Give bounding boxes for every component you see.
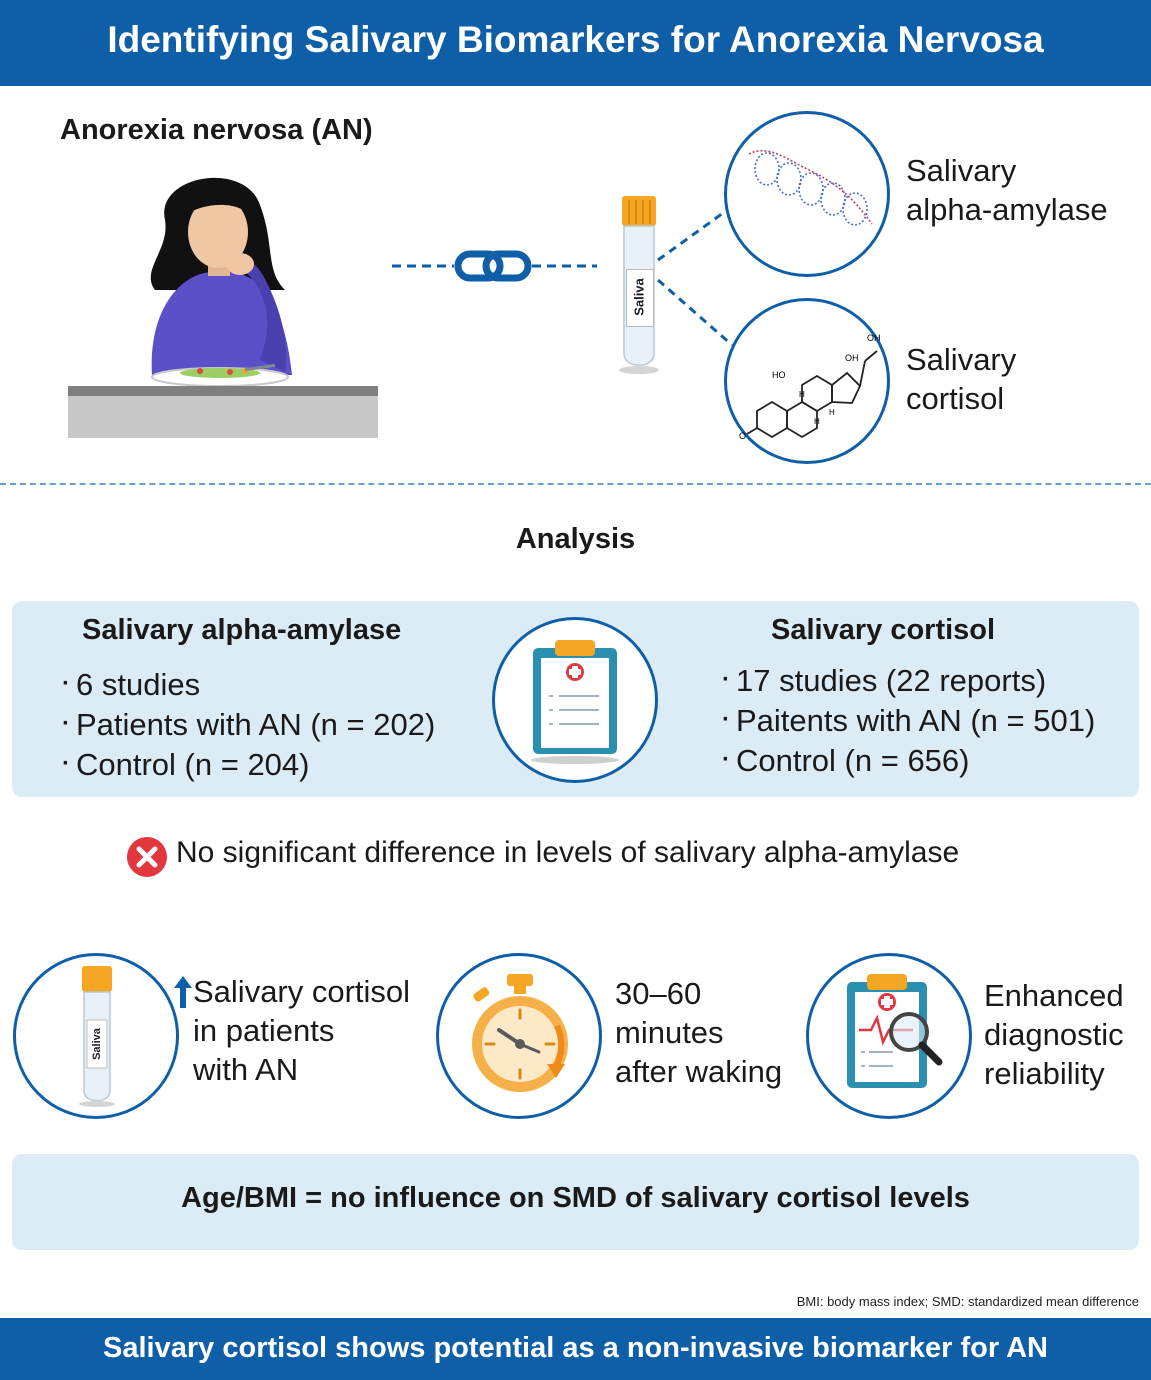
mol-label-0: HO <box>772 370 786 380</box>
amylase-label: Salivary alpha-amylase <box>906 151 1108 229</box>
up-arrow-icon <box>174 976 192 1008</box>
link-connector <box>392 250 597 282</box>
link-icon <box>454 250 532 282</box>
saliva-tube: Saliva <box>616 194 662 376</box>
tube-label: Saliva <box>631 278 647 316</box>
list-item: Patients with AN (n = 202) <box>62 704 435 744</box>
branch-lines <box>657 206 733 347</box>
diagnostic-clipboard-icon <box>847 974 943 1088</box>
result-3-line: reliability <box>984 1056 1105 1091</box>
amylase-label-line2: alpha-amylase <box>906 192 1108 227</box>
saliva-tube-icon <box>79 966 115 1107</box>
list-item: 6 studies <box>62 664 435 704</box>
clipboard-circle <box>492 617 658 783</box>
result-text-3: Enhanced diagnostic reliability <box>984 976 1124 1093</box>
result-2-line: minutes <box>615 1015 724 1050</box>
list-item: Control (n = 656) <box>722 740 1095 780</box>
result-2-line: after waking <box>615 1054 783 1089</box>
x-circle-icon <box>127 837 167 877</box>
result-3-line: diagnostic <box>984 1017 1124 1052</box>
conclusion-banner-text: Salivary cortisol shows potential as a n… <box>103 1332 1048 1364</box>
result-1-line: Salivary cortisol <box>193 974 411 1009</box>
cortisol-molecule-circle: HO OH OH O H H H <box>724 298 890 464</box>
finding-text: No significant difference in levels of s… <box>176 836 960 869</box>
clipboard-icon <box>531 640 619 764</box>
result-1-line: with AN <box>193 1052 299 1087</box>
amylase-label-line1: Salivary <box>906 153 1017 188</box>
mol-label-5: H <box>814 417 820 426</box>
diagnostic-circle <box>806 953 972 1119</box>
amylase-analysis-list: 6 studies Patients with AN (n = 202) Con… <box>62 664 435 784</box>
mol-label-2: OH <box>867 333 881 343</box>
title-banner: Identifying Salivary Biomarkers for Anor… <box>0 0 1151 86</box>
amylase-analysis-title: Salivary alpha-amylase <box>82 614 402 646</box>
mol-label-4: H <box>799 390 805 399</box>
result-1-line: in patients <box>193 1013 335 1048</box>
result-tube-label: Saliva <box>91 1028 103 1060</box>
cortisol-label-line2: cortisol <box>906 381 1005 416</box>
cortisol-molecule-icon: HO OH OH O H H H <box>739 333 881 441</box>
abbreviation-footnote: BMI: body mass index; SMD: standardized … <box>796 1294 1139 1309</box>
mol-label-3: O <box>739 431 746 441</box>
cortisol-label-line1: Salivary <box>906 342 1017 377</box>
protein-structure-icon <box>748 149 873 226</box>
cortisol-label: Salivary cortisol <box>906 340 1016 418</box>
conclusion-text: Age/BMI = no influence on SMD of salivar… <box>181 1182 970 1214</box>
cortisol-analysis-list: 17 studies (22 reports) Paitents with AN… <box>722 660 1095 780</box>
list-item: 17 studies (22 reports) <box>722 660 1095 700</box>
conclusion-box <box>12 1154 1139 1250</box>
result-3-line: Enhanced <box>984 978 1124 1013</box>
mol-label-6: H <box>829 408 835 417</box>
analysis-heading: Analysis <box>515 523 636 555</box>
list-item: Control (n = 204) <box>62 744 435 784</box>
conclusion-banner: Salivary cortisol shows potential as a n… <box>0 1318 1151 1380</box>
mol-label-1: OH <box>845 353 859 363</box>
page-title: Identifying Salivary Biomarkers for Anor… <box>107 19 1044 60</box>
list-item: Paitents with AN (n = 501) <box>722 700 1095 740</box>
stopwatch-icon <box>472 974 568 1092</box>
condition-heading: Anorexia nervosa (AN) <box>60 114 373 146</box>
stopwatch-circle <box>436 953 602 1119</box>
result-text-1: Salivary cortisol in patients with AN <box>193 972 410 1089</box>
result-2-line: 30–60 <box>615 976 702 1011</box>
cortisol-analysis-title: Salivary cortisol <box>771 614 996 646</box>
section-divider <box>0 483 1151 485</box>
patient-illustration <box>68 177 378 438</box>
amylase-protein-circle <box>724 111 890 277</box>
result-text-2: 30–60 minutes after waking <box>615 974 782 1091</box>
saliva-result-circle: Saliva <box>13 953 179 1119</box>
